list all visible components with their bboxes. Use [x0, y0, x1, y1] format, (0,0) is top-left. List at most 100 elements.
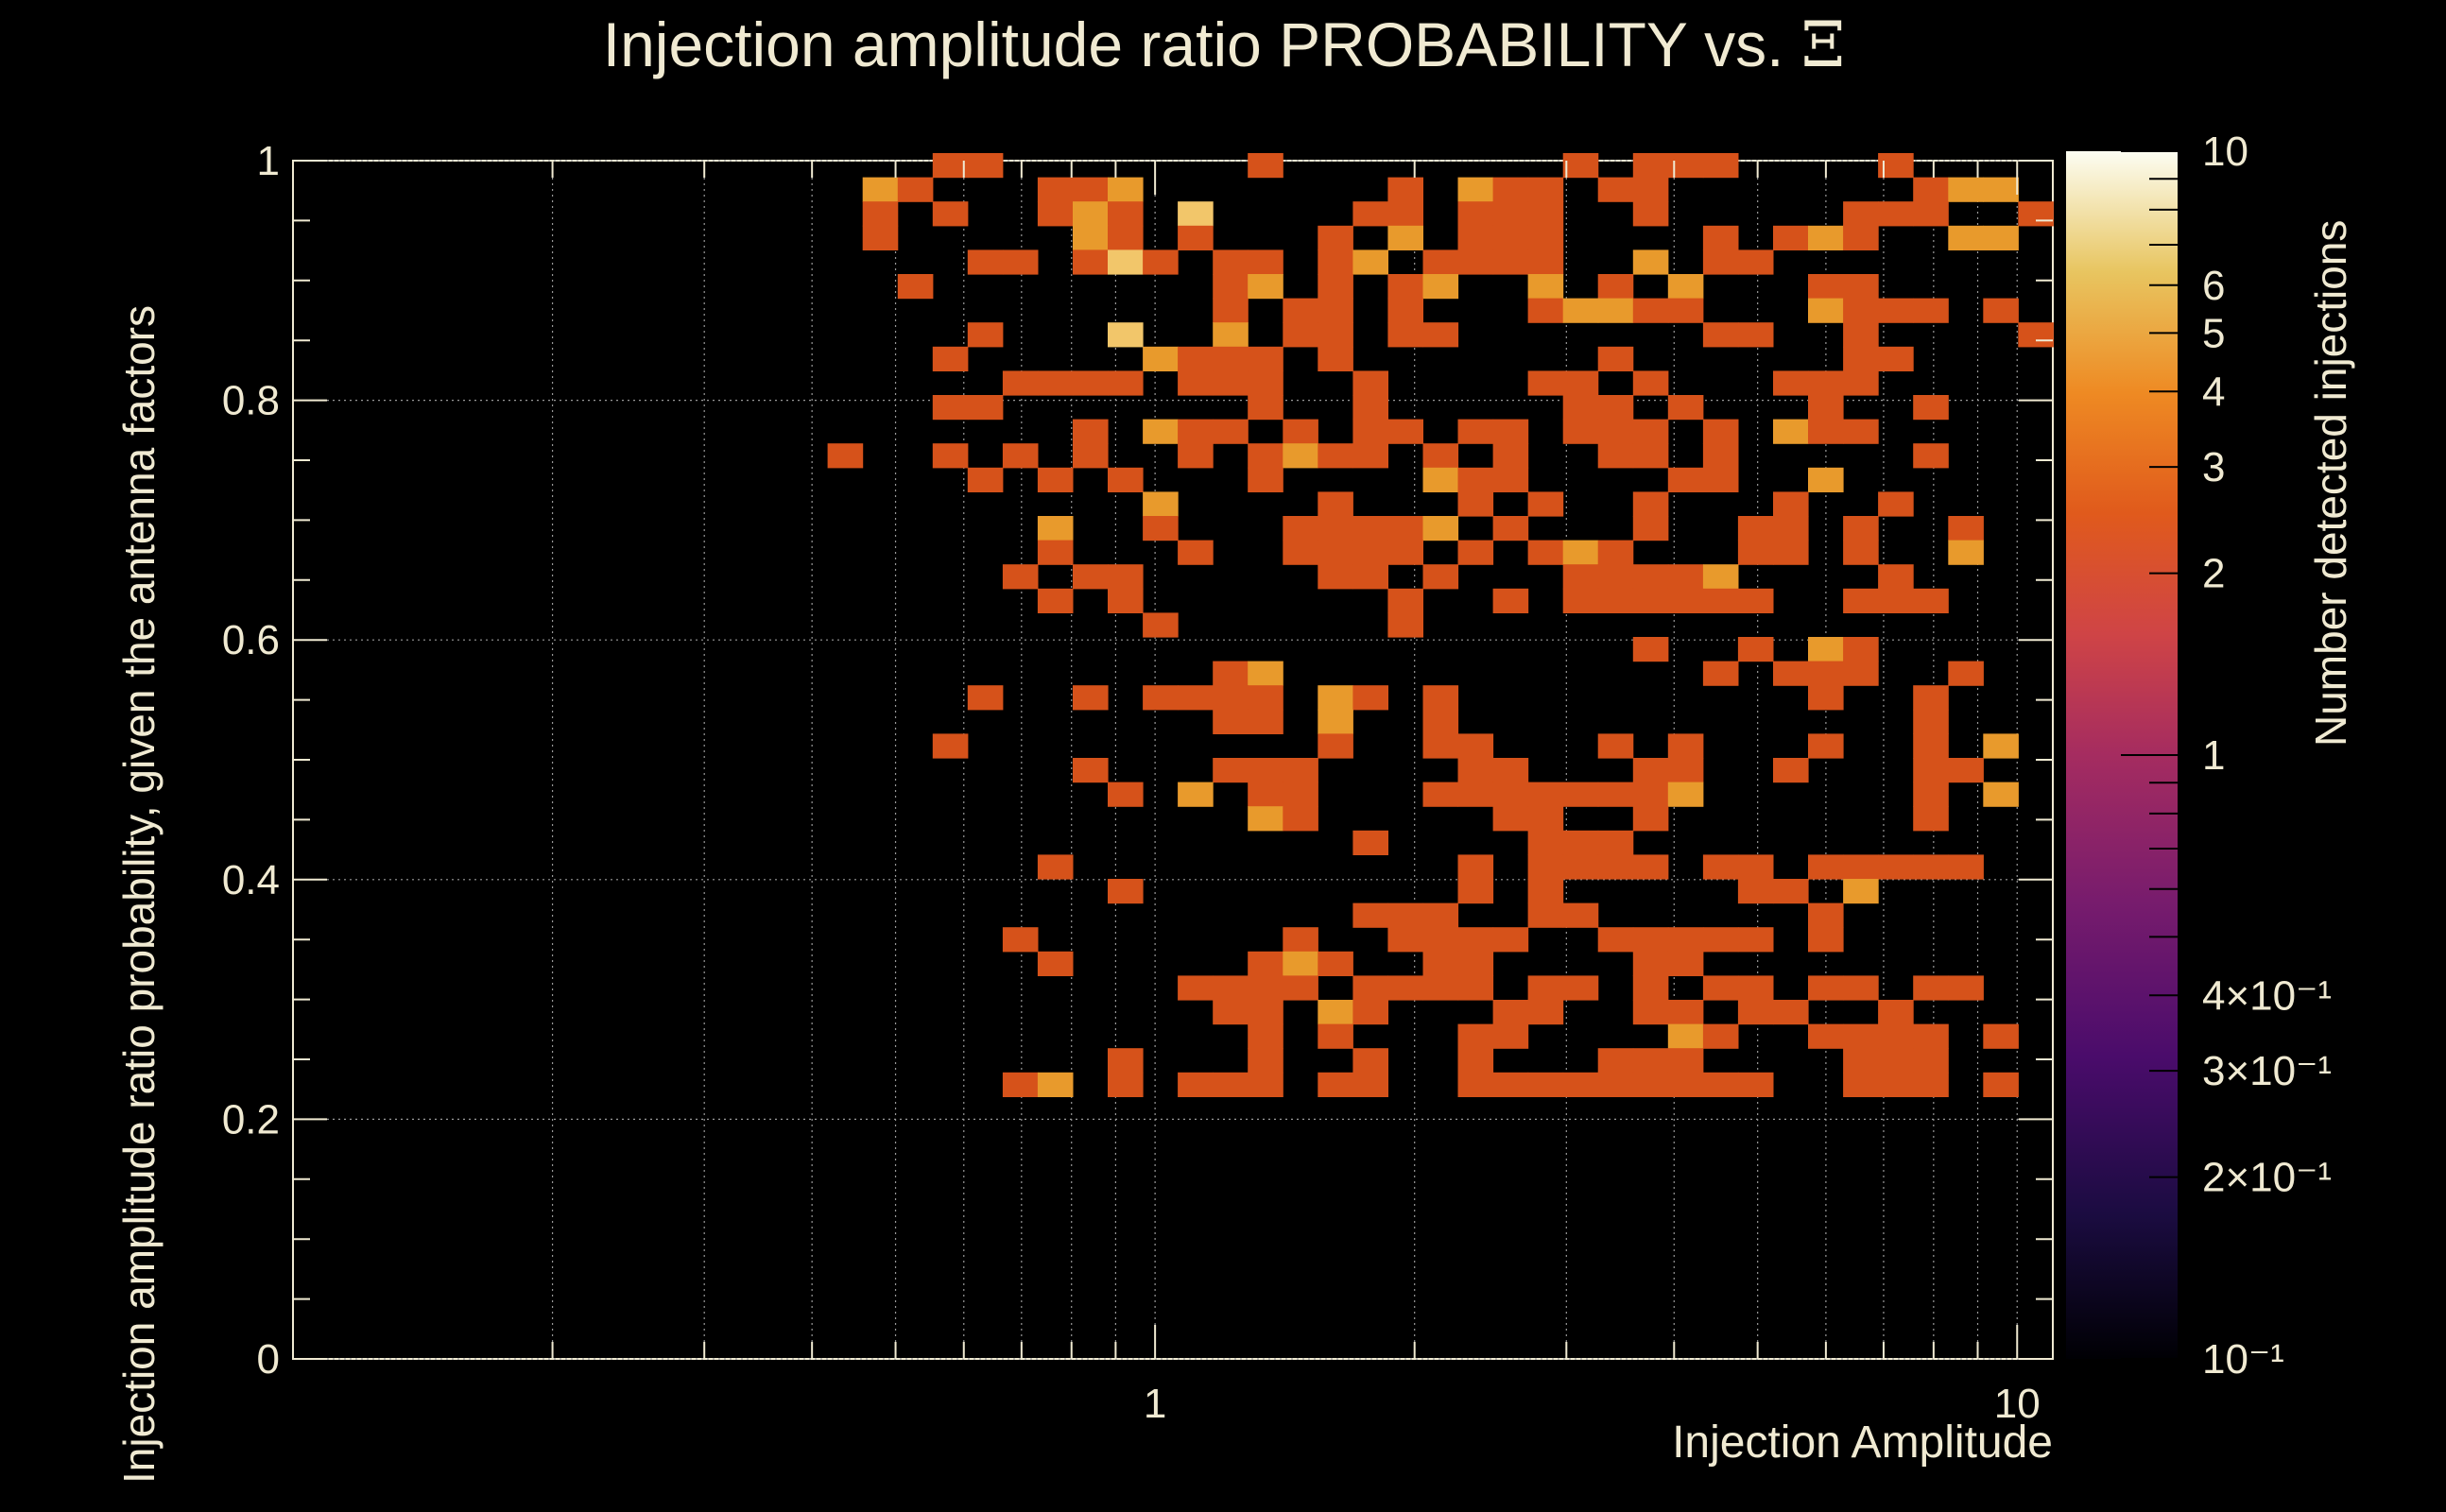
heatmap-cell: [932, 395, 969, 421]
heatmap-cell: [1983, 1023, 2019, 1049]
heatmap-cell: [1492, 758, 1529, 783]
heatmap-cell: [1527, 370, 1564, 396]
heatmap-cell: [1667, 467, 1704, 492]
heatmap-cell: [1352, 975, 1388, 1001]
heatmap-cell: [1632, 153, 1669, 179]
heatmap-cell: [1352, 249, 1388, 275]
heatmap-cell: [1108, 1048, 1144, 1074]
heatmap-cell: [1248, 395, 1283, 421]
heatmap-cell: [1773, 661, 1809, 686]
heatmap-cell: [1492, 443, 1529, 469]
heatmap-cell: [1387, 322, 1423, 348]
heatmap-cell: [1318, 951, 1353, 976]
heatmap-cell: [1597, 830, 1634, 855]
heatmap-cell: [1702, 854, 1739, 880]
heatmap-cell: [1878, 564, 1914, 590]
heatmap-cell: [1318, 322, 1353, 348]
heatmap-cell: [1457, 854, 1494, 880]
colorbar-tick-label: 10: [2202, 129, 2248, 175]
heatmap-cell: [1632, 516, 1669, 541]
x-axis-label: Injection Amplitude: [1672, 1418, 2053, 1468]
heatmap-cell: [1108, 225, 1144, 250]
heatmap-cell: [1422, 733, 1459, 759]
heatmap-cell: [1667, 1072, 1704, 1097]
y-axis-label: Injection amplitude ratio probability, g…: [114, 305, 164, 1484]
heatmap-cell: [1773, 1000, 1809, 1025]
heatmap-cell: [1913, 201, 1949, 227]
heatmap-cell: [1878, 491, 1914, 517]
heatmap-cell: [1387, 588, 1423, 613]
heatmap-cell: [1318, 1072, 1353, 1097]
heatmap-cell: [1318, 1023, 1353, 1049]
heatmap-cell: [1773, 491, 1809, 517]
heatmap-cell: [1562, 153, 1599, 179]
heatmap-cell: [1213, 661, 1249, 686]
heatmap-cell: [1073, 758, 1109, 783]
heatmap-cell: [1527, 782, 1564, 807]
heatmap-cell: [1843, 540, 1879, 565]
heatmap-cell: [1318, 298, 1353, 323]
heatmap-cell: [1178, 540, 1214, 565]
heatmap-cell: [1597, 177, 1634, 202]
heatmap-cell: [1073, 177, 1109, 202]
heatmap-cell: [1213, 346, 1249, 371]
heatmap-cell: [1387, 298, 1423, 323]
heatmap-cell: [1737, 516, 1774, 541]
heatmap-cell: [1002, 249, 1039, 275]
heatmap-cell: [1562, 902, 1599, 928]
heatmap-cell: [1948, 661, 1984, 686]
heatmap-cell: [1843, 588, 1879, 613]
heatmap-cell: [1108, 564, 1144, 590]
heatmap-cell: [932, 153, 969, 179]
heatmap-cell: [1878, 1072, 1914, 1097]
heatmap-cell: [1843, 322, 1879, 348]
heatmap-cell: [1248, 153, 1283, 179]
heatmap-cell: [1597, 346, 1634, 371]
heatmap-cell: [1352, 685, 1388, 711]
heatmap-cell: [1248, 443, 1283, 469]
heatmap-cell: [1773, 419, 1809, 444]
heatmap-cell: [1737, 249, 1774, 275]
heatmap-cell: [1492, 588, 1529, 613]
heatmap-cell: [1213, 322, 1249, 348]
heatmap-cell: [1492, 177, 1529, 202]
heatmap-cell: [1667, 758, 1704, 783]
heatmap-cell: [1352, 830, 1388, 855]
heatmap-cell: [1843, 274, 1879, 300]
heatmap-cell: [1002, 370, 1039, 396]
heatmap-cell: [897, 177, 934, 202]
heatmap-cell: [1913, 177, 1949, 202]
heatmap-cell: [1948, 177, 1984, 202]
heatmap-cell: [1632, 1000, 1669, 1025]
heatmap-cell: [1073, 685, 1109, 711]
heatmap-cell: [1492, 782, 1529, 807]
heatmap-cell: [1808, 975, 1844, 1001]
heatmap-cell: [1283, 782, 1318, 807]
heatmap-cell: [1283, 758, 1318, 783]
heatmap-cell: [1037, 540, 1074, 565]
heatmap-cell: [1667, 1048, 1704, 1074]
heatmap-cell: [1283, 927, 1318, 953]
heatmap-cell: [1422, 322, 1459, 348]
heatmap-cell: [1632, 782, 1669, 807]
heatmap-cell: [1387, 612, 1423, 638]
heatmap-cell: [1318, 274, 1353, 300]
heatmap-cell: [1213, 758, 1249, 783]
heatmap-cell: [862, 225, 899, 250]
heatmap-cell: [1318, 346, 1353, 371]
heatmap-cell: [1213, 249, 1249, 275]
heatmap-cell: [1143, 685, 1179, 711]
heatmap-cell: [1527, 975, 1564, 1001]
heatmap-cell: [1948, 975, 1984, 1001]
heatmap-cell: [862, 201, 899, 227]
heatmap-cell: [1248, 709, 1283, 734]
heatmap-cell: [1737, 879, 1774, 904]
heatmap-cell: [1492, 225, 1529, 250]
heatmap-cell: [1213, 975, 1249, 1001]
heatmap-cell: [1808, 419, 1844, 444]
heatmap-cell: [1773, 879, 1809, 904]
heatmap-cell: [1318, 540, 1353, 565]
heatmap-cell: [1632, 975, 1669, 1001]
heatmap-cell: [1283, 516, 1318, 541]
heatmap-cell: [1737, 927, 1774, 953]
